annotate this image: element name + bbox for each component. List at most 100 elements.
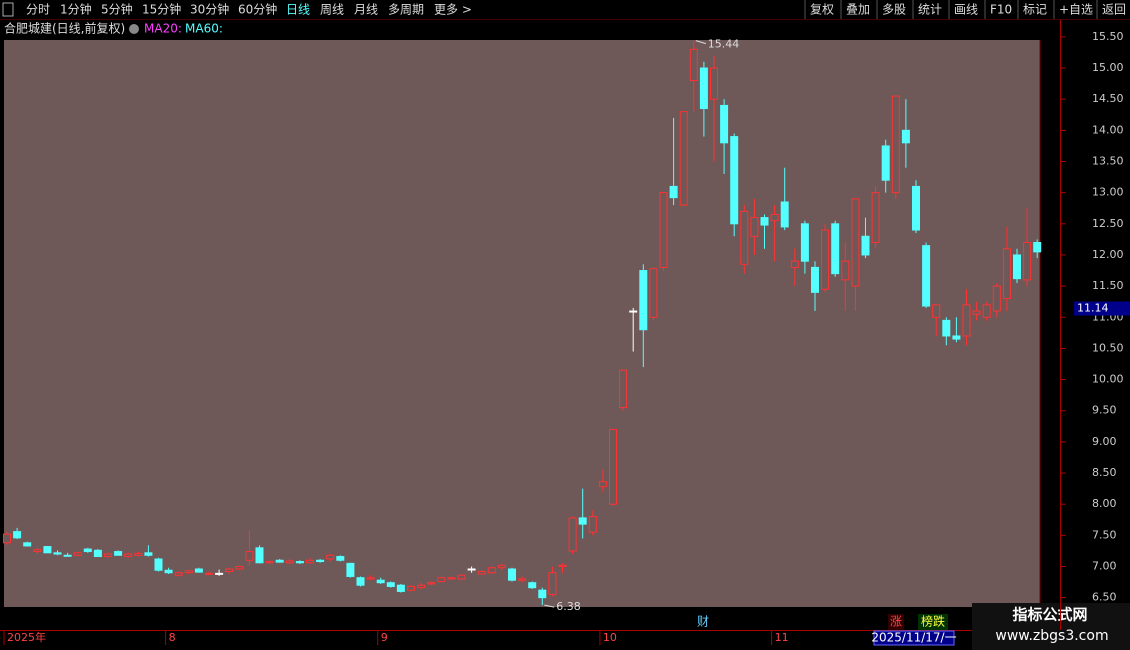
- candle-body: [326, 554, 335, 560]
- candle-body: [699, 67, 708, 110]
- plot-area: [4, 40, 1040, 607]
- toolbar-item[interactable]: 1分钟: [60, 2, 92, 17]
- y-tick-label: 15.50: [1092, 30, 1124, 43]
- toolbar-item[interactable]: 月线: [354, 3, 378, 17]
- min-pointer: [544, 604, 555, 608]
- date-bar: [0, 630, 1130, 645]
- candle-body: [598, 481, 607, 488]
- toolbar-item[interactable]: 15分钟: [142, 2, 181, 17]
- y-tick-label: 10.50: [1092, 341, 1124, 354]
- candle-body: [53, 552, 62, 555]
- toolbar-item[interactable]: 多股: [882, 3, 906, 17]
- candle-body: [275, 559, 284, 563]
- candle-body: [689, 48, 698, 81]
- candle-body: [881, 145, 890, 181]
- toolbar-item[interactable]: 30分钟: [190, 2, 229, 17]
- finance-tag[interactable]: 财: [697, 615, 709, 629]
- candle-body: [942, 319, 951, 337]
- date-label: 2025年: [7, 630, 46, 644]
- y-tick-label: 14.00: [1092, 123, 1124, 136]
- toolbar-item[interactable]: 日线: [286, 3, 310, 17]
- candle-body: [831, 223, 840, 275]
- rank-tag[interactable]: 榜跌: [921, 614, 945, 629]
- candle-body: [508, 568, 516, 581]
- toolbar-item[interactable]: 60分钟: [238, 2, 277, 17]
- candle-body: [619, 369, 628, 409]
- y-tick-label: 7.00: [1092, 560, 1117, 573]
- y-tick-label: 12.00: [1092, 248, 1124, 261]
- candle-body: [1013, 254, 1021, 280]
- candle-body: [760, 217, 769, 226]
- candle-body: [114, 551, 123, 556]
- dropdown[interactable]: [129, 24, 139, 34]
- toolbar-item[interactable]: +自选: [1059, 3, 1093, 17]
- candle-body: [73, 552, 82, 556]
- candle-body: [13, 531, 22, 539]
- toolbar-item[interactable]: 多周期: [388, 3, 424, 17]
- y-tick-label: 9.00: [1092, 435, 1117, 448]
- toolbar-item[interactable]: 更多 >: [434, 3, 472, 17]
- indicator-label: MA60:: [185, 22, 223, 36]
- candle-body: [841, 260, 850, 281]
- candle-body: [609, 428, 617, 505]
- min-label: 6.38: [556, 600, 581, 613]
- toolbar-item[interactable]: 画线: [954, 3, 978, 17]
- toolbar-item[interactable]: 周线: [320, 3, 344, 17]
- candle-body: [669, 185, 678, 199]
- candle-body: [487, 567, 496, 574]
- candle-body: [427, 582, 436, 585]
- candle-body: [710, 67, 718, 100]
- menu-icon[interactable]: [2, 2, 14, 17]
- candle-body: [629, 310, 638, 313]
- candle-body: [447, 577, 456, 580]
- candle-body: [1023, 242, 1032, 281]
- toolbar-item[interactable]: 5分钟: [101, 2, 133, 17]
- candle-body: [376, 579, 385, 584]
- toolbar-item[interactable]: 复权: [810, 3, 834, 17]
- candle-body: [235, 566, 244, 570]
- candle-body: [901, 129, 910, 144]
- candle-body: [932, 304, 941, 318]
- candle-body: [1033, 242, 1042, 253]
- toolbar-item[interactable]: 叠加: [846, 3, 870, 17]
- candle-body: [417, 584, 426, 589]
- candle-body: [346, 562, 355, 577]
- rise-tag[interactable]: 涨: [890, 614, 902, 629]
- toolbar-item[interactable]: 分时: [26, 3, 50, 17]
- candle-body: [730, 136, 739, 225]
- candle-body: [538, 589, 547, 599]
- y-tick-label: 7.50: [1092, 528, 1117, 541]
- watermark-title: 指标公式网: [1012, 606, 1087, 624]
- y-tick-label: 8.00: [1092, 497, 1117, 510]
- toolbar-item[interactable]: F10: [990, 3, 1012, 17]
- candle-body: [982, 304, 991, 318]
- candle-body: [306, 559, 314, 564]
- watermark-bg: [972, 603, 1130, 650]
- candle-body: [871, 192, 880, 243]
- candle-body: [265, 561, 274, 564]
- candle-body: [174, 572, 183, 576]
- y-tick-label: 13.00: [1092, 186, 1124, 199]
- candle-body: [83, 548, 92, 553]
- candle-body: [639, 270, 648, 331]
- y-tick-label: 8.50: [1092, 466, 1117, 479]
- candle-body: [518, 578, 527, 581]
- candle-body: [568, 517, 577, 552]
- candle-body: [255, 547, 264, 564]
- toolbar-item[interactable]: 标记: [1023, 3, 1047, 17]
- candle-body: [467, 568, 476, 571]
- toolbar-item[interactable]: 返回: [1102, 3, 1126, 17]
- candle-body: [245, 551, 254, 561]
- candle-body: [396, 584, 405, 592]
- candle-body: [295, 561, 304, 564]
- toolbar-item[interactable]: 统计: [918, 3, 942, 17]
- y-tick-label: 13.50: [1092, 155, 1124, 168]
- date-box: [873, 630, 955, 646]
- candle-body: [63, 554, 72, 557]
- candle-body: [1002, 248, 1011, 300]
- candle-body: [720, 104, 729, 144]
- tag-bg: [918, 614, 948, 630]
- watermark-url: www.zbgs3.com: [995, 628, 1108, 644]
- candle-body: [588, 516, 597, 533]
